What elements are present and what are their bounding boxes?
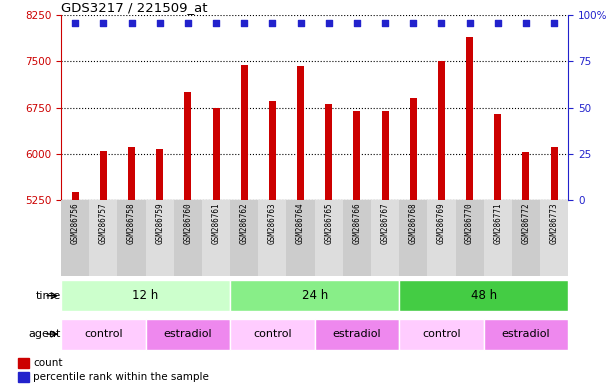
Point xyxy=(324,20,334,26)
Point xyxy=(352,20,362,26)
Point xyxy=(549,20,559,26)
Bar xyxy=(100,151,107,384)
Bar xyxy=(230,280,399,311)
Bar xyxy=(315,319,399,349)
Text: GSM286762: GSM286762 xyxy=(240,202,249,243)
Bar xyxy=(145,200,174,276)
Point xyxy=(183,20,193,26)
Text: count: count xyxy=(33,358,63,368)
Bar xyxy=(213,108,219,384)
Bar xyxy=(456,200,484,276)
Bar xyxy=(174,200,202,276)
Point xyxy=(98,20,108,26)
Text: 24 h: 24 h xyxy=(302,289,327,302)
Bar xyxy=(382,111,389,384)
Point xyxy=(268,20,277,26)
Bar xyxy=(61,280,230,311)
Bar xyxy=(145,319,230,349)
Point xyxy=(126,20,136,26)
Bar xyxy=(258,200,287,276)
Text: percentile rank within the sample: percentile rank within the sample xyxy=(33,372,209,382)
Bar xyxy=(241,65,247,384)
Text: GSM286764: GSM286764 xyxy=(296,202,305,243)
Bar xyxy=(438,61,445,384)
Bar xyxy=(128,147,135,384)
Point xyxy=(521,20,531,26)
Bar xyxy=(315,200,343,276)
Bar xyxy=(343,200,371,276)
Text: time: time xyxy=(36,291,61,301)
Bar xyxy=(353,111,360,384)
Bar xyxy=(551,147,558,384)
Bar xyxy=(230,200,258,276)
Point xyxy=(493,20,503,26)
Point xyxy=(296,20,306,26)
Text: GSM286769: GSM286769 xyxy=(437,202,446,243)
Text: GSM286771: GSM286771 xyxy=(493,202,502,243)
Text: estradiol: estradiol xyxy=(332,329,381,339)
Bar xyxy=(202,200,230,276)
Bar xyxy=(522,152,530,384)
Text: control: control xyxy=(253,329,291,339)
Bar xyxy=(484,319,568,349)
Point xyxy=(240,20,249,26)
Text: GSM286760: GSM286760 xyxy=(183,202,192,243)
Text: GSM286759: GSM286759 xyxy=(155,202,164,243)
Text: control: control xyxy=(84,329,123,339)
Bar xyxy=(540,200,568,276)
Text: GSM286767: GSM286767 xyxy=(381,202,390,243)
Bar xyxy=(61,200,89,276)
Bar xyxy=(18,372,29,382)
Text: GSM286773: GSM286773 xyxy=(550,202,558,243)
Bar xyxy=(410,98,417,384)
Bar xyxy=(371,200,399,276)
Bar xyxy=(484,200,512,276)
Bar xyxy=(156,149,163,384)
Bar xyxy=(287,200,315,276)
Bar xyxy=(325,104,332,384)
Text: GSM286772: GSM286772 xyxy=(521,202,530,243)
Point xyxy=(408,20,418,26)
Text: GSM286768: GSM286768 xyxy=(409,202,418,243)
Bar xyxy=(61,319,145,349)
Bar xyxy=(512,200,540,276)
Text: GSM286757: GSM286757 xyxy=(99,202,108,243)
Point xyxy=(436,20,446,26)
Bar xyxy=(399,280,568,311)
Text: 48 h: 48 h xyxy=(470,289,497,302)
Bar xyxy=(399,319,484,349)
Bar xyxy=(269,101,276,384)
Text: GSM286761: GSM286761 xyxy=(211,202,221,243)
Text: GSM286766: GSM286766 xyxy=(353,202,362,243)
Bar xyxy=(427,200,456,276)
Bar xyxy=(71,192,79,384)
Bar xyxy=(297,66,304,384)
Text: GSM286765: GSM286765 xyxy=(324,202,333,243)
Bar xyxy=(18,358,29,368)
Text: agent: agent xyxy=(29,329,61,339)
Text: estradiol: estradiol xyxy=(164,329,212,339)
Text: GDS3217 / 221509_at: GDS3217 / 221509_at xyxy=(61,1,208,14)
Point xyxy=(211,20,221,26)
Point xyxy=(155,20,164,26)
Text: control: control xyxy=(422,329,461,339)
Bar xyxy=(494,114,501,384)
Point xyxy=(380,20,390,26)
Point xyxy=(465,20,475,26)
Bar xyxy=(117,200,145,276)
Bar xyxy=(466,37,473,384)
Text: GSM286770: GSM286770 xyxy=(465,202,474,243)
Text: GSM286756: GSM286756 xyxy=(71,202,79,243)
Text: GSM286758: GSM286758 xyxy=(127,202,136,243)
Text: GSM286763: GSM286763 xyxy=(268,202,277,243)
Bar xyxy=(89,200,117,276)
Bar xyxy=(230,319,315,349)
Point xyxy=(70,20,80,26)
Text: estradiol: estradiol xyxy=(502,329,551,339)
Bar xyxy=(185,92,191,384)
Text: 12 h: 12 h xyxy=(133,289,159,302)
Bar xyxy=(399,200,427,276)
